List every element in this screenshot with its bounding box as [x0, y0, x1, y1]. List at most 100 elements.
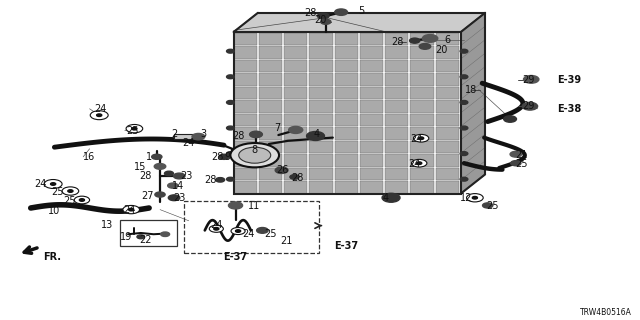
- Bar: [309, 46, 333, 59]
- Circle shape: [164, 171, 173, 176]
- Bar: [385, 154, 408, 167]
- Text: 24: 24: [410, 134, 422, 144]
- Bar: [309, 87, 333, 99]
- Bar: [436, 87, 459, 99]
- Text: 19: 19: [120, 232, 132, 243]
- Bar: [385, 168, 408, 180]
- Bar: [234, 154, 257, 167]
- Text: E-37: E-37: [334, 241, 358, 252]
- Text: 24: 24: [242, 228, 254, 239]
- Bar: [385, 181, 408, 194]
- Circle shape: [239, 147, 271, 163]
- Bar: [410, 141, 434, 153]
- Bar: [284, 168, 307, 180]
- Bar: [309, 114, 333, 126]
- Bar: [284, 154, 307, 167]
- Bar: [259, 181, 282, 194]
- Text: E-38: E-38: [557, 104, 581, 114]
- Bar: [259, 100, 282, 113]
- Bar: [259, 168, 282, 180]
- Circle shape: [152, 154, 162, 159]
- Bar: [335, 60, 358, 72]
- Bar: [335, 181, 358, 194]
- Text: 22: 22: [140, 235, 152, 245]
- Bar: [120, 220, 177, 246]
- Bar: [335, 33, 358, 45]
- Text: 8: 8: [252, 145, 258, 156]
- Circle shape: [168, 195, 180, 201]
- Bar: [284, 127, 307, 140]
- Bar: [360, 114, 383, 126]
- Text: 2: 2: [172, 129, 178, 140]
- Bar: [335, 46, 358, 59]
- Bar: [174, 134, 193, 139]
- Bar: [360, 33, 383, 45]
- Bar: [385, 73, 408, 86]
- Text: 24: 24: [211, 220, 223, 230]
- Bar: [309, 127, 333, 140]
- Bar: [410, 181, 434, 194]
- Text: 28: 28: [140, 171, 152, 181]
- Bar: [309, 154, 333, 167]
- Text: 24: 24: [124, 204, 136, 215]
- Circle shape: [467, 194, 483, 202]
- Bar: [385, 114, 408, 126]
- Circle shape: [161, 232, 170, 236]
- Text: 29: 29: [522, 101, 534, 111]
- Polygon shape: [461, 13, 485, 194]
- Bar: [360, 127, 383, 140]
- Text: 28: 28: [232, 131, 244, 141]
- Bar: [360, 168, 383, 180]
- Bar: [259, 60, 282, 72]
- Bar: [385, 46, 408, 59]
- Circle shape: [137, 235, 145, 239]
- Circle shape: [460, 49, 468, 53]
- Circle shape: [97, 114, 102, 116]
- Bar: [234, 73, 257, 86]
- Bar: [436, 100, 459, 113]
- Text: 24: 24: [35, 179, 47, 189]
- Text: 23: 23: [180, 171, 192, 181]
- Circle shape: [335, 9, 348, 15]
- Circle shape: [132, 127, 137, 130]
- Bar: [309, 141, 333, 153]
- Bar: [259, 154, 282, 167]
- Circle shape: [419, 137, 424, 140]
- Bar: [436, 46, 459, 59]
- Bar: [284, 73, 307, 86]
- Bar: [335, 141, 358, 153]
- Bar: [385, 100, 408, 113]
- Circle shape: [154, 164, 166, 169]
- Bar: [335, 87, 358, 99]
- Circle shape: [228, 202, 243, 209]
- Text: 12: 12: [460, 193, 472, 204]
- Bar: [284, 87, 307, 99]
- Circle shape: [275, 167, 288, 173]
- Bar: [309, 73, 333, 86]
- Bar: [234, 168, 257, 180]
- Bar: [410, 87, 434, 99]
- Bar: [410, 46, 434, 59]
- Bar: [234, 127, 257, 140]
- Bar: [385, 87, 408, 99]
- Text: 4: 4: [314, 129, 320, 139]
- Bar: [259, 46, 282, 59]
- Circle shape: [123, 205, 140, 214]
- Bar: [234, 100, 257, 113]
- Circle shape: [289, 126, 303, 133]
- Bar: [410, 168, 434, 180]
- Circle shape: [168, 183, 178, 188]
- Text: 26: 26: [276, 165, 289, 175]
- Circle shape: [74, 196, 90, 204]
- Bar: [335, 100, 358, 113]
- Circle shape: [472, 196, 477, 199]
- Circle shape: [483, 203, 493, 208]
- Circle shape: [460, 152, 468, 156]
- Circle shape: [227, 100, 234, 104]
- Circle shape: [460, 177, 468, 181]
- Text: 11: 11: [248, 201, 260, 212]
- Text: 15: 15: [134, 162, 146, 172]
- Circle shape: [317, 13, 329, 19]
- Circle shape: [51, 183, 56, 185]
- Bar: [335, 168, 358, 180]
